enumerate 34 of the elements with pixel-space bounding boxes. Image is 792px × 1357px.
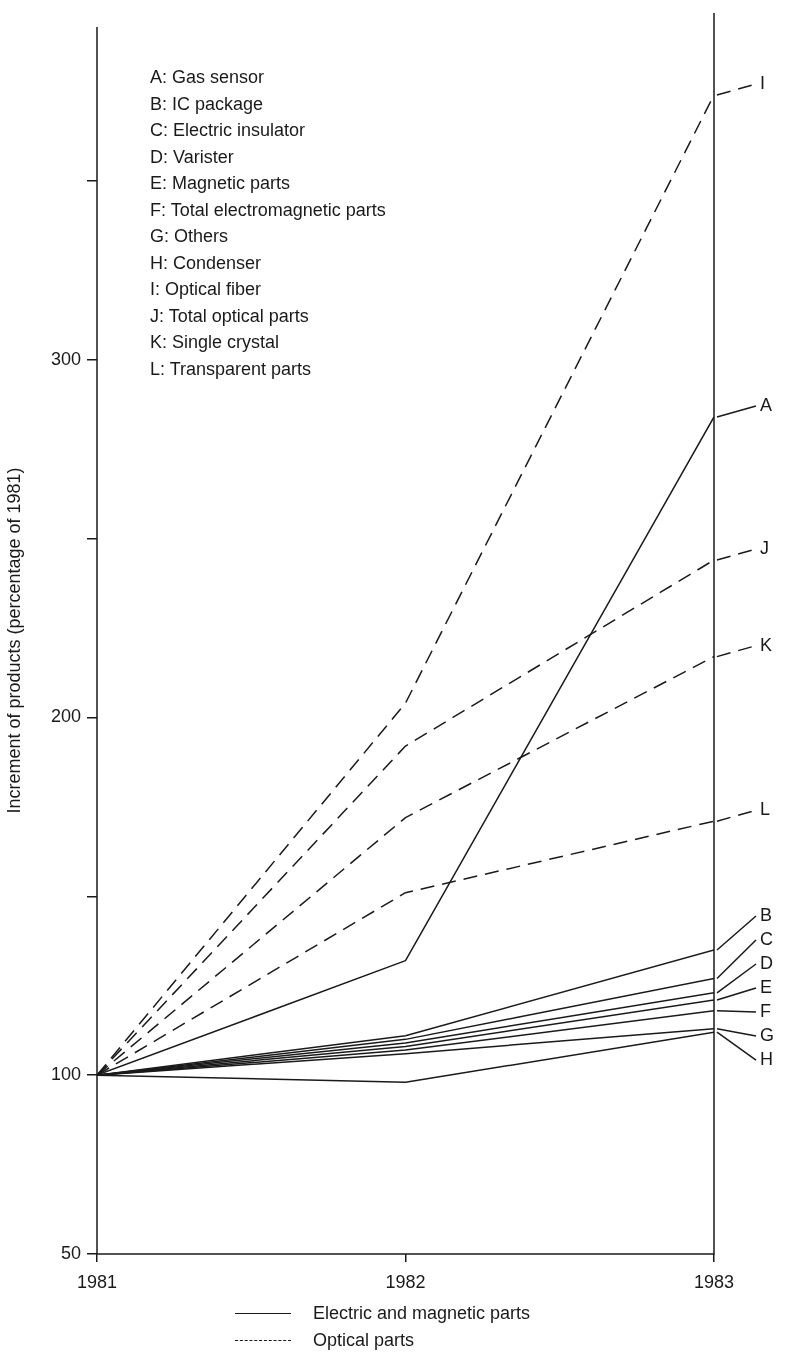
legend-label: L [760,799,771,820]
annotation: A: Gas sensor [150,66,266,89]
text: Electric and magnetic parts [313,1302,531,1325]
legend-label: C [760,928,773,949]
text: H [760,1048,773,1069]
x-tick-label: 1981 [76,1271,118,1292]
annotation: C: Electric insulator [150,119,307,142]
annotation: D: Varister [150,145,235,169]
annotation: I: Optical fiber [150,278,263,301]
legend-label: K [760,634,773,655]
legend-label: F [760,1000,771,1021]
legend-label: G [760,1024,775,1045]
text: B [760,904,773,925]
text: D [760,952,773,973]
legend-label: I [760,72,766,93]
annotation: B: IC package [150,92,265,116]
y-tick-label: 100 [50,1064,81,1085]
annotation: K: Single crystal [150,331,281,354]
annotation: E: Magnetic parts [150,172,292,195]
text: Optical parts [313,1329,415,1352]
annotation: L: Transparent parts [150,357,313,381]
annotation: J: Total optical parts [150,304,310,328]
y-tick-label: 200 [50,706,81,727]
y-tick-label: 50 [60,1242,81,1263]
annotation: F: Total electromagnetic parts [150,198,386,222]
legend-label: E [760,976,773,997]
legend-label: A [760,394,773,415]
y-tick-label: 300 [50,348,81,369]
x-tick-label: 1983 [693,1271,735,1292]
x-tick-label: 1982 [385,1271,426,1292]
legend-label: J [760,537,769,558]
y-axis-title: Increment of products (percentage of 1981) [3,467,24,814]
annotation: H: Condenser [150,251,263,275]
annotation: G: Others [150,225,230,248]
